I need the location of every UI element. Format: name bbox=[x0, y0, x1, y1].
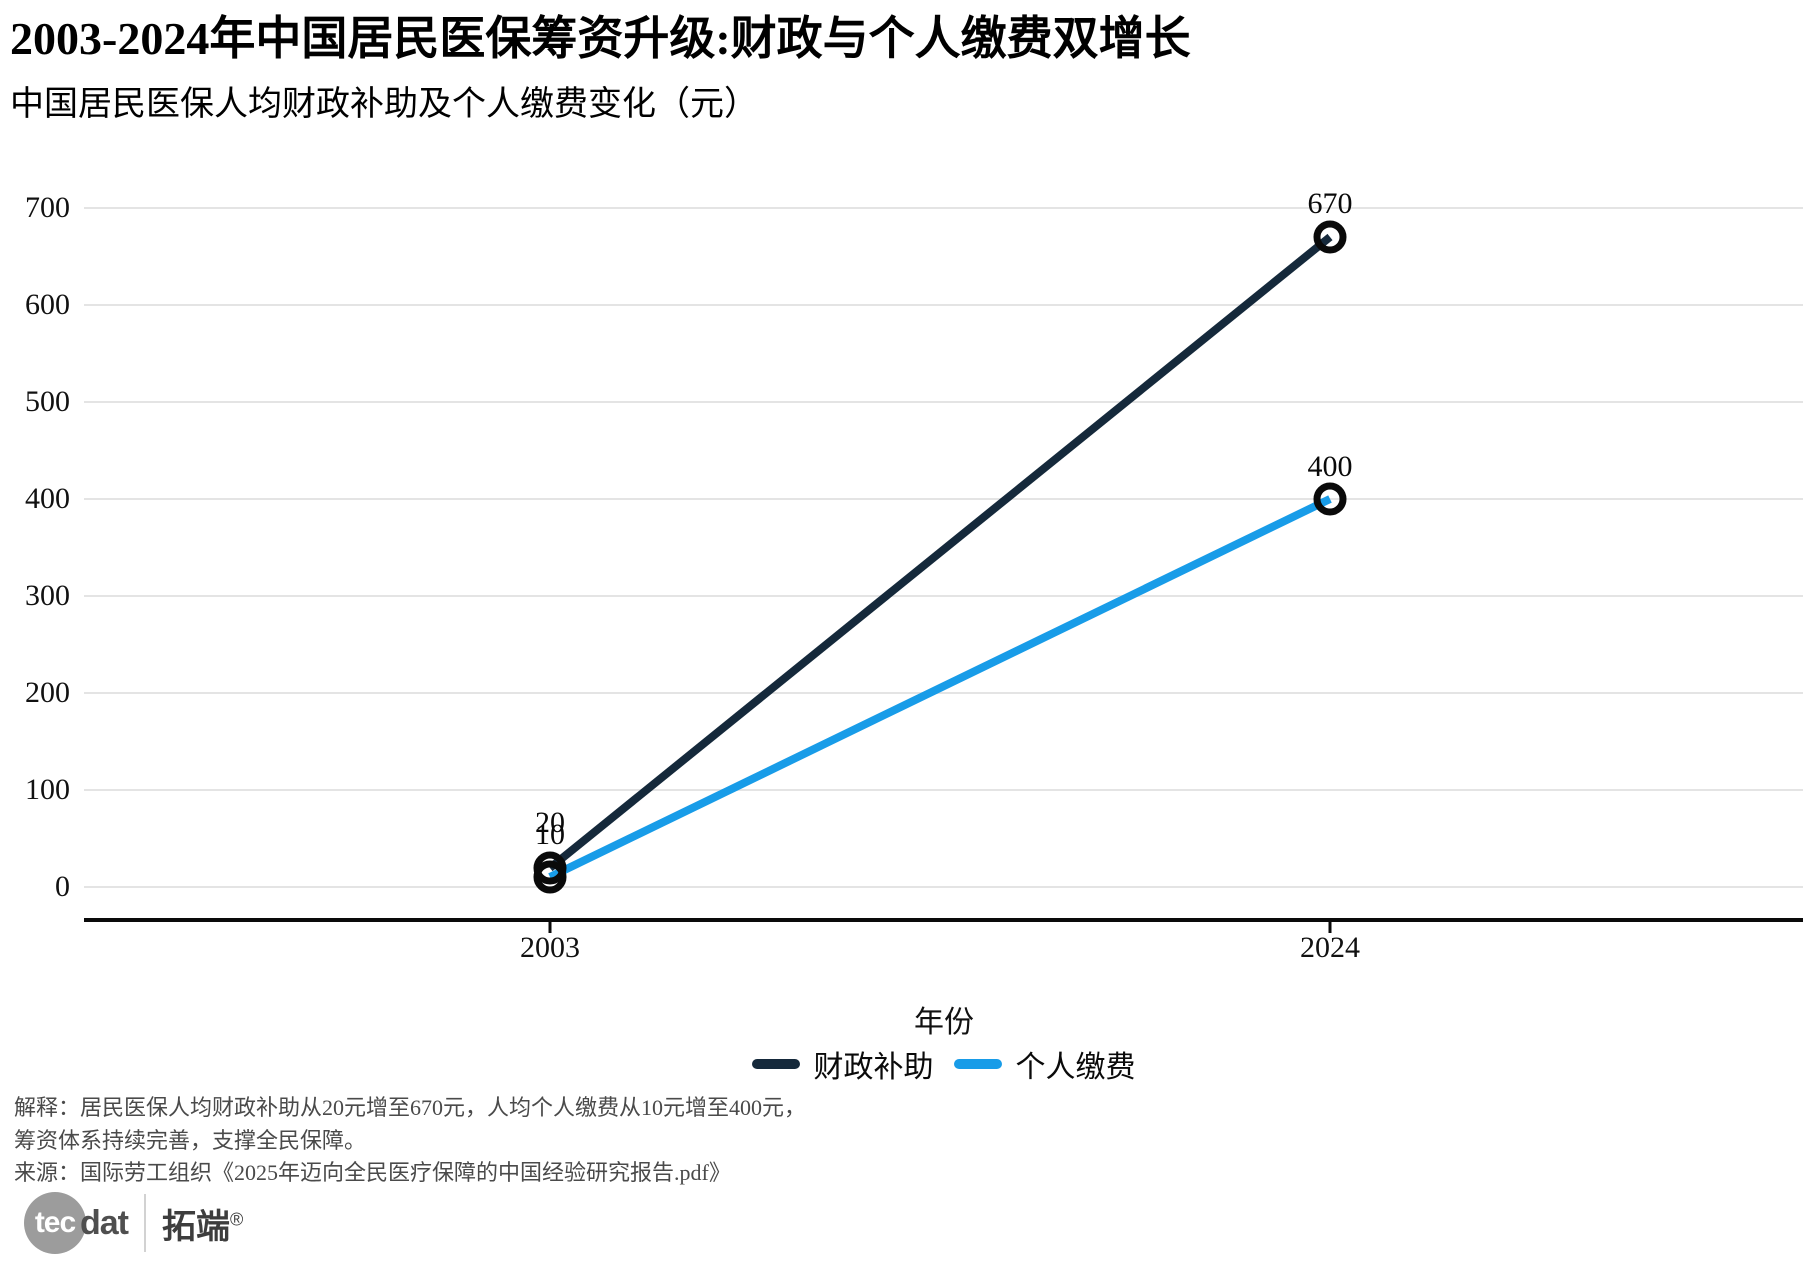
marker-individual-contribution-2003 bbox=[533, 860, 567, 894]
point-label-individual-10: 10 bbox=[535, 818, 565, 851]
legend-item-individual-contribution: 个人缴费 bbox=[953, 1042, 1136, 1086]
legend-label-fiscal-subsidy: 财政补助 bbox=[813, 1051, 934, 1084]
footer-note-line-1: 解释：居民医保人均财政补助从20元增至670元，人均个人缴费从10元增至400元… bbox=[14, 1095, 807, 1120]
footer-source: 来源：国际劳工组织《2025年迈向全民医疗保障的中国经验研究报告.pdf》 bbox=[14, 1160, 731, 1185]
point-label-individual-400: 400 bbox=[1307, 450, 1353, 483]
legend: 财政补助 个人缴费 bbox=[84, 1042, 1803, 1086]
y-tick-label-0: 0 bbox=[55, 870, 70, 903]
point-label-fiscal-20: 20 bbox=[535, 806, 565, 839]
legend-item-fiscal-subsidy: 财政补助 bbox=[751, 1042, 934, 1086]
y-tick-label-200: 200 bbox=[25, 676, 70, 709]
x-tick-label-2024: 2024 bbox=[1300, 931, 1360, 964]
legend-label-individual-contribution: 个人缴费 bbox=[1015, 1051, 1136, 1084]
logo-brand-cn-text: 拓端 bbox=[162, 1207, 230, 1246]
y-tick-label-100: 100 bbox=[25, 773, 70, 806]
chart-title: 2003-2024年中国居民医保筹资升级:财政与个人缴费双增长 bbox=[10, 13, 1191, 64]
series-line-individual-contribution bbox=[548, 495, 1332, 881]
logo-dat-text: dat bbox=[80, 1203, 129, 1242]
legend-swatch-individual-contribution-icon bbox=[953, 1059, 1002, 1069]
y-tick-label-600: 600 bbox=[25, 288, 70, 321]
registered-mark-icon: ® bbox=[230, 1209, 244, 1230]
y-tick-label-300: 300 bbox=[25, 579, 70, 612]
logo-tec-text: tec bbox=[34, 1206, 76, 1239]
marker-individual-contribution-2024 bbox=[1313, 482, 1347, 516]
point-label-fiscal-670: 670 bbox=[1307, 187, 1353, 220]
logo-brand-cn: 拓端® bbox=[162, 1199, 243, 1248]
footer-note-line-2: 筹资体系持续完善，支撑全民保障。 bbox=[14, 1128, 367, 1153]
series-line-fiscal-subsidy bbox=[547, 233, 1333, 872]
tecdat-logo: tec dat 拓端® bbox=[24, 1191, 243, 1255]
marker-fiscal-subsidy-2024 bbox=[1313, 220, 1347, 254]
y-tick-label-400: 400 bbox=[25, 482, 70, 515]
chart-subtitle: 中国居民医保人均财政补助及个人缴费变化（元） bbox=[10, 86, 758, 123]
y-tick-label-700: 700 bbox=[25, 191, 70, 224]
logo-divider bbox=[144, 1194, 146, 1252]
y-tick-label-500: 500 bbox=[25, 385, 70, 418]
x-tick-label-2003: 2003 bbox=[520, 931, 580, 964]
legend-swatch-fiscal-subsidy-icon bbox=[751, 1059, 800, 1069]
logo-circle-icon: tec bbox=[24, 1192, 86, 1254]
x-axis-title: 年份 bbox=[914, 1006, 974, 1039]
